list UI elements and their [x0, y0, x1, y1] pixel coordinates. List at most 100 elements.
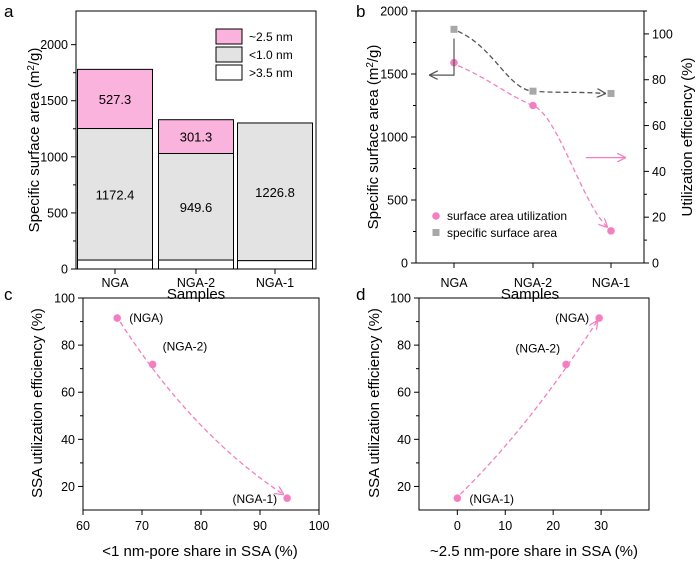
panel-a-xtick-label: NGA-2 [177, 276, 215, 290]
panel-b-xtick-label: NGA-2 [514, 276, 552, 290]
bar-data-label: 949.6 [180, 200, 213, 215]
ytick-label: 60 [61, 386, 75, 400]
xtick-label: 70 [135, 519, 149, 533]
left-axis-indicator-arrow [430, 38, 455, 75]
bar-data-label: 1226.8 [255, 185, 295, 200]
ssa-trend-curve [457, 30, 605, 93]
panel-a-ytick-label: 1500 [40, 94, 68, 108]
data-point [562, 360, 570, 369]
data-point [148, 360, 157, 369]
legend-label: <1.0 nm [249, 48, 293, 62]
data-point [283, 494, 291, 503]
xtick-label: 10 [498, 519, 512, 533]
bar-segment-nga-2 [77, 68, 153, 130]
panel-c-ylabel: SSA utilization efficiency (%) [29, 308, 46, 498]
legend-marker-utilization [432, 212, 440, 220]
panel-b-ytick-label-left: 1500 [380, 68, 408, 82]
panel-b-ytick-label-right: 100 [652, 27, 673, 41]
xtick-label: 0 [454, 519, 461, 533]
bar-segment-nga-2-2 [158, 119, 234, 155]
panel-a-xlabel: Samples [167, 286, 225, 303]
panel-b-xtick-label: NGA [440, 276, 468, 290]
legend-label: specific surface area [447, 226, 557, 240]
panel-a-legend: ~2.5 nm <1.0 nm >3.5 nm [215, 28, 293, 81]
bar-segment-nga-0 [77, 259, 153, 270]
bar-data-label: 1172.4 [96, 187, 135, 202]
bar-segment-nga-1-1 [237, 122, 313, 262]
panel-a-ytick-label: 2000 [40, 38, 68, 52]
panel-letter-a: a [4, 2, 14, 21]
panel-b-legend: surface area utilization specific surface… [432, 209, 567, 240]
panel-b-ytick-label-right: 20 [652, 211, 666, 225]
ssa-point [607, 89, 615, 97]
bar-segment-nga-1-0 [237, 260, 313, 270]
ytick-label: 60 [397, 386, 411, 400]
panel-a-ytick-label: 0 [61, 263, 68, 277]
point-label: (NGA-1) [232, 492, 277, 506]
ytick-label: 40 [397, 433, 411, 447]
panel-c-scatter-chart: c 60 70 80 90 100 20 40 60 80 100 (NGA)(NGA-2) (NG… [4, 285, 329, 560]
legend-label: >3.5 nm [249, 66, 293, 80]
panel-b-xlabel: Samples [501, 286, 559, 303]
panel-d-ylabel: SSA utilization efficiency (%) [366, 308, 383, 498]
xtick-label: 30 [594, 519, 608, 533]
panel-b-ytick-label-right: 40 [652, 165, 666, 179]
ytick-label: 20 [61, 480, 75, 494]
panel-b-ytick-label-right: 80 [652, 73, 666, 87]
bar-segment-nga-2-1 [158, 153, 234, 261]
panel-a-bar-chart: a 0 500 1000 1500 2000 NGA 1172.4 527.3 NGA-2 94… [4, 2, 317, 303]
panel-d-frame [418, 297, 650, 511]
panel-a-ylabel: Specific surface area (m2/g) [26, 48, 43, 233]
ssa-point [450, 25, 458, 33]
point-label: (NGA-1) [469, 492, 514, 506]
ytick-label: 80 [397, 339, 411, 353]
panel-d-xlabel: ~2.5 nm-pore share in SSA (%) [430, 543, 638, 560]
panel-b-xtick-label: NGA-1 [592, 276, 630, 290]
trend-arrow [459, 321, 597, 495]
panel-b-ylabel-left: Specific surface area (m2/g) [365, 45, 382, 230]
panel-c-xlabel: <1 nm-pore share in SSA (%) [102, 543, 298, 560]
data-point [113, 314, 122, 322]
ytick-label: 100 [54, 292, 75, 306]
ytick-label: 80 [61, 339, 75, 353]
panel-a-xtick-label: NGA [101, 276, 129, 290]
bar-data-label: 301.3 [180, 130, 213, 145]
xtick-label: 80 [194, 519, 208, 533]
ytick-label: 100 [390, 292, 411, 306]
panel-c-frame [82, 297, 320, 511]
panel-b-ytick-label-left: 1000 [380, 131, 408, 145]
panel-letter-d: d [356, 285, 365, 304]
ytick-label: 20 [397, 480, 411, 494]
panel-b-ylabel-right: Utilization efficiency (%) [679, 58, 696, 217]
panel-b-dual-axis-chart: b 0 500 1000 1500 2000 0 20 40 60 80 100 NGA NGA-2 NG… [356, 2, 696, 303]
legend-swatch [215, 28, 243, 45]
point-label: (NGA) [129, 311, 163, 325]
panel-b-ytick-label-left: 0 [401, 257, 408, 271]
xtick-label: 20 [546, 519, 560, 533]
xtick-label: 60 [76, 519, 90, 533]
panel-b-ytick-label-right: 0 [652, 257, 659, 271]
panel-b-ytick-label-left: 500 [387, 194, 408, 208]
ytick-label: 40 [61, 433, 75, 447]
panel-a-ytick-label: 500 [47, 206, 68, 220]
xtick-label: 100 [309, 519, 330, 533]
ssa-point [529, 87, 537, 95]
panel-d-scatter-chart: d 0 10 20 30 20 40 60 80 100 (NGA) (NGA-2) (NGA-1)… [356, 285, 650, 560]
legend-marker-ssa [432, 229, 440, 236]
utilization-point [529, 101, 537, 110]
legend-swatch [215, 64, 243, 81]
bar-segment-nga-2-0 [158, 259, 234, 270]
legend-swatch [215, 46, 243, 63]
panel-a-xtick-label: NGA-1 [256, 276, 294, 290]
legend-label: ~2.5 nm [249, 30, 293, 44]
data-point [453, 494, 462, 503]
legend-label: surface area utilization [447, 209, 567, 223]
panel-a-ytick-label: 1000 [40, 150, 68, 164]
data-point [595, 314, 603, 322]
utilization-point [607, 227, 615, 235]
panel-letter-c: c [4, 285, 13, 304]
bar-segment-nga-1 [77, 128, 153, 261]
panel-letter-b: b [356, 2, 365, 21]
bar-data-label: 527.3 [99, 92, 132, 107]
